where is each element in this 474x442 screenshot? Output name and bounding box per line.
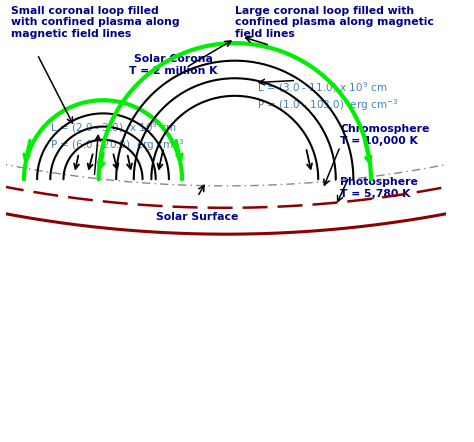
Text: Photosphere
T = 5,780 K: Photosphere T = 5,780 K bbox=[340, 177, 418, 198]
Text: Solar Surface: Solar Surface bbox=[156, 212, 238, 222]
Text: Solar Corona
T = 2 million K: Solar Corona T = 2 million K bbox=[129, 54, 218, 76]
Text: L = (3.0 - 11.0) x 10$^9$ cm
P = (1.0 - 103.0)  erg cm$^{-3}$: L = (3.0 - 11.0) x 10$^9$ cm P = (1.0 - … bbox=[257, 80, 398, 114]
Text: Chromosphere
T = 10,000 K: Chromosphere T = 10,000 K bbox=[340, 124, 429, 146]
Text: Small coronal loop filled
with confined plasma along
magnetic field lines: Small coronal loop filled with confined … bbox=[11, 6, 179, 39]
Text: L = (2.0 - 3.0)  x 10$^9$ cm
P = (6.0 - 20.0)  erg cm$^{-3}$: L = (2.0 - 3.0) x 10$^9$ cm P = (6.0 - 2… bbox=[50, 120, 185, 153]
Text: Large coronal loop filled with
confined plasma along magnetic
field lines: Large coronal loop filled with confined … bbox=[235, 6, 434, 39]
